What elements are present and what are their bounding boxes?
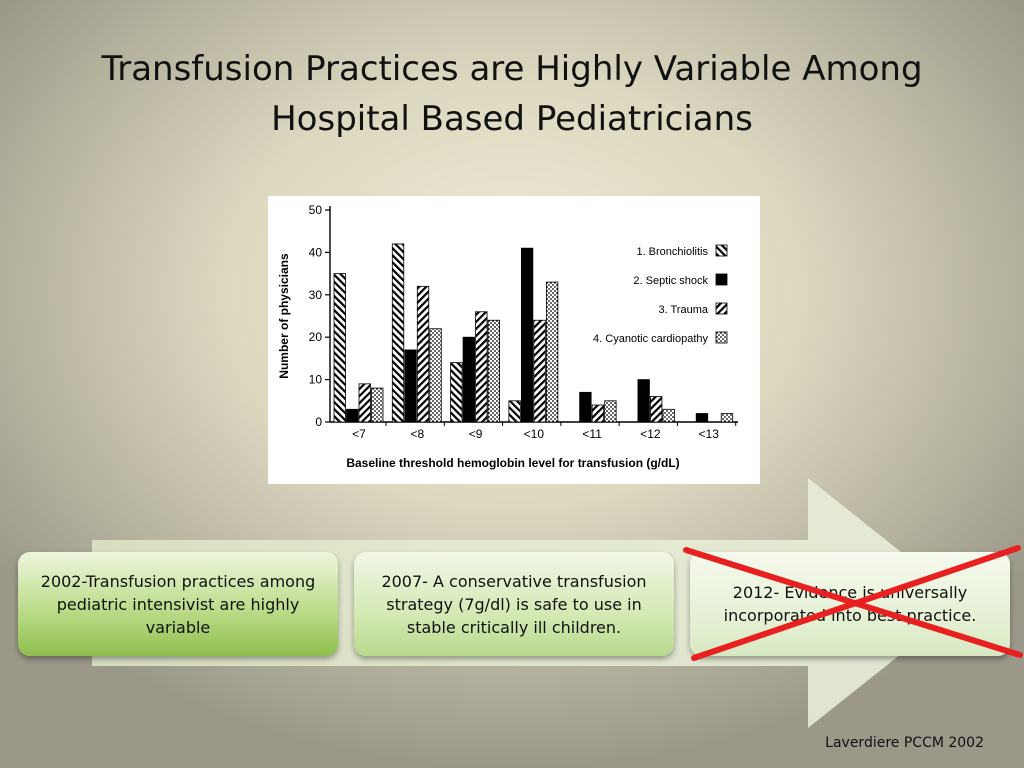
x-tick-label: <12 (640, 427, 661, 441)
bar-3-4 (591, 404, 605, 423)
legend-label: 4. Cyanotic cardiopathy (593, 333, 708, 345)
y-tick-label: 30 (309, 288, 323, 302)
legend-swatch (715, 273, 728, 286)
bar-4-6 (720, 413, 734, 423)
y-tick-label: 20 (309, 330, 323, 344)
y-tick-label: 50 (309, 203, 323, 217)
bar-1-2 (450, 362, 463, 423)
x-tick-label: <13 (699, 427, 720, 441)
legend-label: 2. Septic shock (633, 275, 708, 287)
citation: Laverdiere PCCM 2002 (825, 735, 984, 751)
timeline-card-text: 2007- A conservative transfusion strateg… (381, 571, 647, 637)
x-tick-label: <9 (469, 427, 483, 441)
bar-3-0 (358, 383, 371, 423)
bar-4-4 (604, 400, 617, 423)
timeline-card-text: 2002-Transfusion practices among pediatr… (40, 571, 316, 637)
bar-4-2 (487, 319, 500, 423)
y-tick-label: 0 (315, 415, 322, 429)
bar-3-2 (475, 311, 488, 423)
x-axis-label: Baseline threshold hemoglobin level for … (346, 456, 679, 470)
bar-2-3 (520, 247, 534, 423)
y-axis-label: Number of physicians (277, 253, 291, 379)
legend-label: 1. Bronchiolitis (636, 246, 708, 258)
timeline-card-text: 2012- Evidence is universally incorporat… (723, 583, 977, 625)
legend-swatch (715, 302, 728, 315)
x-tick-label: <8 (410, 427, 424, 441)
timeline-card-2007: 2007- A conservative transfusion strateg… (354, 552, 674, 656)
bar-2-0 (346, 408, 359, 423)
bar-4-0 (371, 387, 384, 423)
bar-4-1 (429, 328, 442, 423)
bar-2-2 (462, 336, 475, 423)
bar-4-3 (545, 281, 559, 423)
chart-canvas: 0 10 20 30 40 50 <7 <8 <9 <10 <11 <12 <13 1. Bronchi… (277, 203, 738, 470)
bar-1-0 (333, 273, 346, 423)
bar-4-5 (662, 408, 675, 423)
title-line-1: Transfusion Practices are Highly Variabl… (101, 49, 923, 89)
bar-2-5 (637, 379, 650, 423)
x-tick-label: <11 (582, 427, 602, 441)
legend-label: 3. Trauma (658, 304, 708, 316)
bar-2-4 (579, 391, 592, 423)
legend-swatch (715, 244, 728, 257)
timeline-card-2002: 2002-Transfusion practices among pediatr… (18, 552, 338, 656)
bar-3-5 (650, 396, 663, 423)
bar-2-1 (404, 349, 417, 423)
legend-swatch (715, 331, 728, 344)
slide-title: Transfusion Practices are Highly Variabl… (40, 44, 984, 144)
bar-3-1 (416, 285, 430, 423)
bar-1-3 (508, 400, 521, 423)
bar-3-3 (533, 319, 546, 423)
bar-chart: 0 10 20 30 40 50 <7 <8 <9 <10 <11 <12 <13 1. Bronchi… (268, 196, 760, 484)
y-tick-label: 10 (309, 373, 323, 387)
title-line-2: Hospital Based Pediatricians (271, 99, 753, 139)
y-tick-label: 40 (309, 245, 323, 259)
x-tick-label: <10 (524, 427, 545, 441)
timeline-card-2012: 2012- Evidence is universally incorporat… (690, 552, 1010, 656)
bar-1-1 (391, 243, 405, 423)
x-tick-label: <7 (352, 427, 366, 441)
bar-2-6 (695, 413, 709, 423)
